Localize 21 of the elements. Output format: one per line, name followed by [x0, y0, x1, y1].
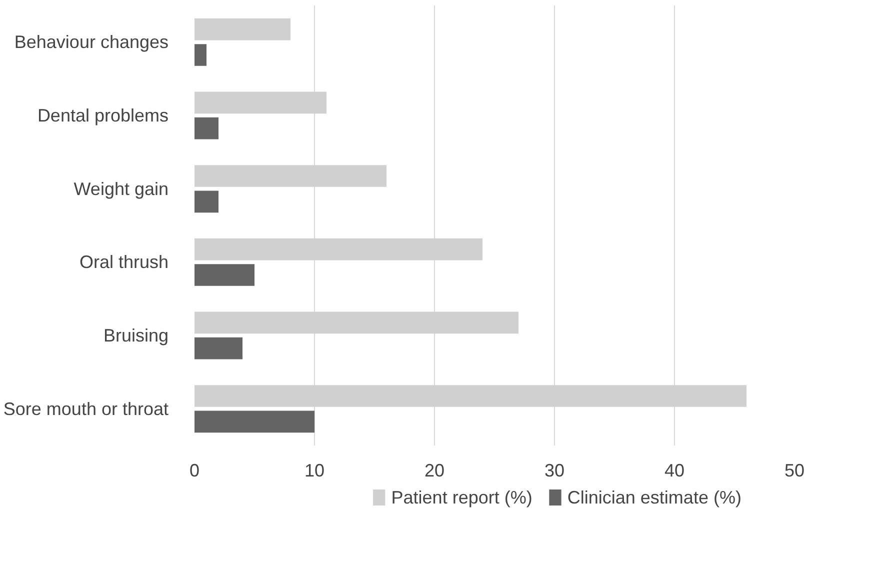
y-tick-label: Weight gain — [74, 178, 169, 199]
bar — [194, 44, 206, 66]
x-tick-label: 50 — [784, 460, 805, 480]
bar — [194, 264, 254, 286]
x-tick-label: 20 — [424, 460, 445, 480]
y-tick-label: Oral thrush — [79, 252, 169, 272]
legend-label: Clinician estimate (%) — [567, 488, 742, 508]
x-tick-label: 0 — [189, 460, 200, 480]
x-tick-label: 40 — [664, 460, 685, 480]
bar — [194, 18, 290, 40]
bar — [194, 190, 218, 213]
y-tick-label: Bruising — [103, 326, 168, 346]
y-tick-label: Behaviour changes — [14, 32, 168, 52]
bar — [194, 410, 314, 433]
legend-label: Patient report (%) — [391, 488, 532, 508]
x-tick-label: 10 — [304, 460, 325, 480]
bar — [194, 337, 242, 360]
y-tick-label: Sore mouth or throat — [3, 398, 169, 419]
x-tick-label: 30 — [544, 460, 565, 480]
y-tick-label: Dental problems — [37, 106, 168, 126]
bar — [194, 117, 218, 140]
